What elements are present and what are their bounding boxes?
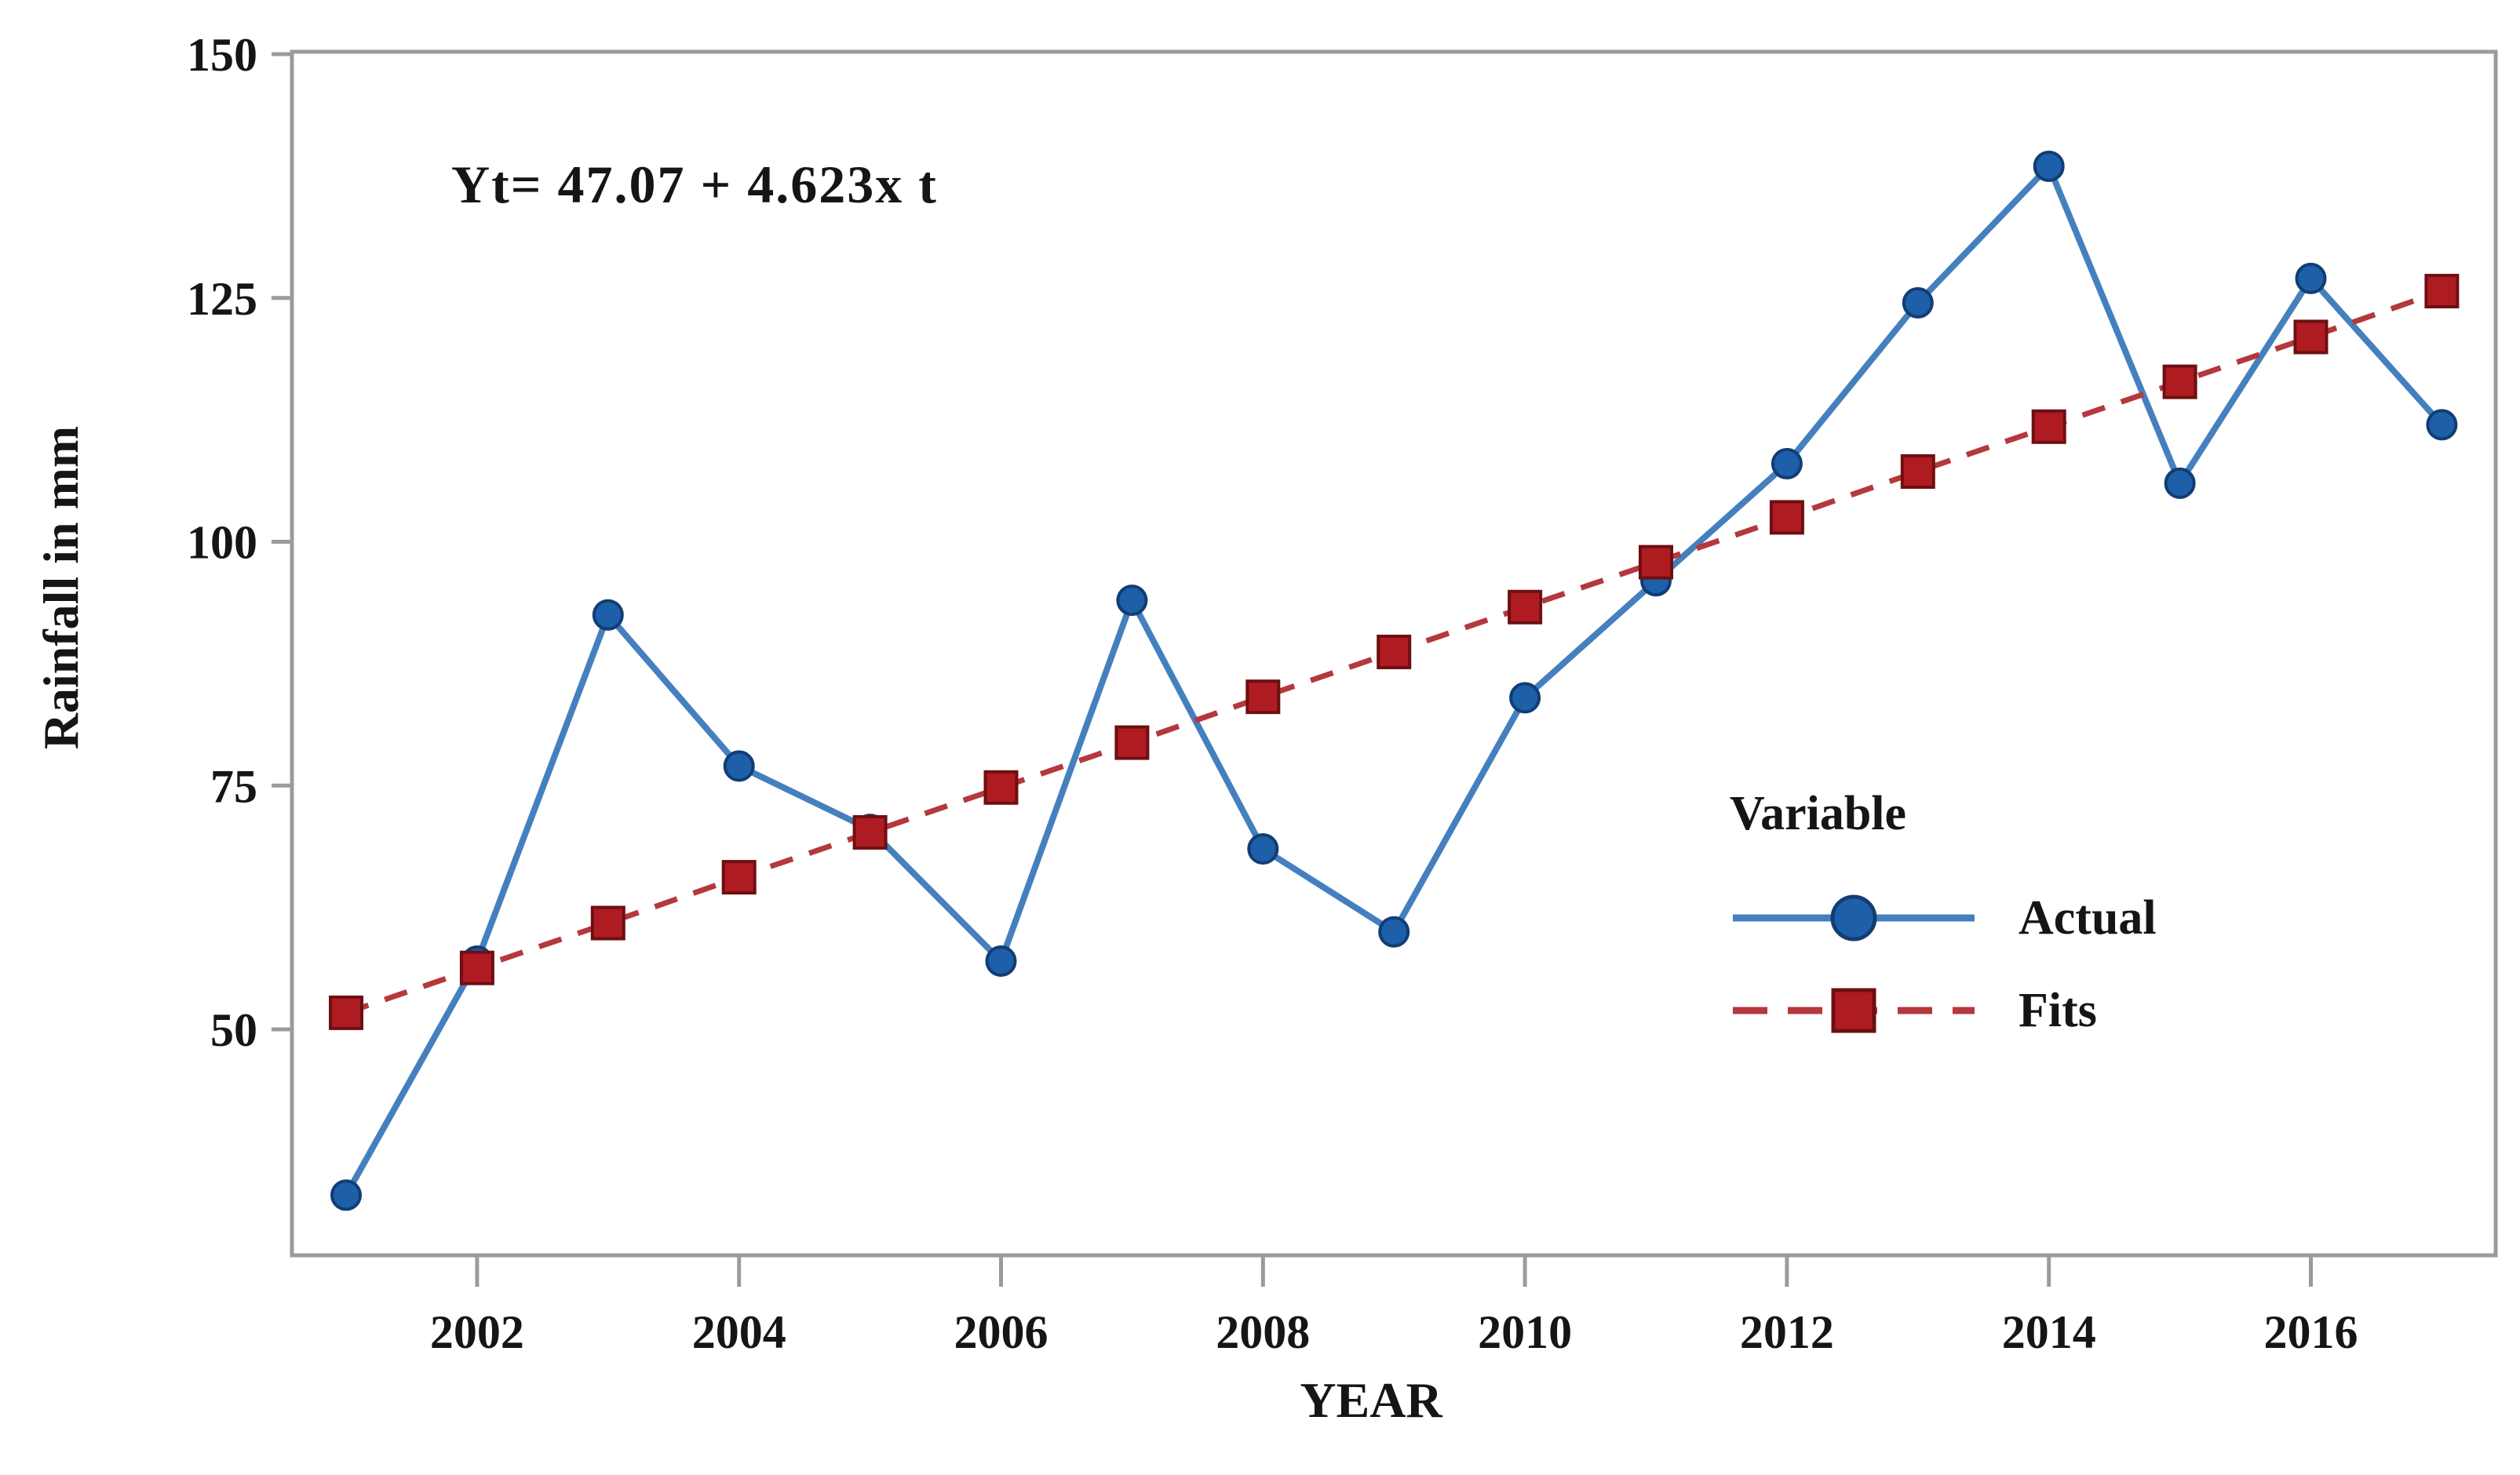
legend-item-fits: Fits [1730, 964, 2157, 1057]
fits-point [2031, 409, 2066, 444]
actual-point [592, 599, 624, 631]
legend-label-fits: Fits [2019, 983, 2097, 1037]
square-marker-icon [1730, 987, 1978, 1034]
actual-point [1509, 682, 1541, 714]
fits-point [590, 905, 625, 941]
actual-point [2033, 150, 2065, 182]
actual-point [985, 945, 1017, 977]
fits-point [459, 950, 494, 985]
fits-point [1114, 725, 1150, 760]
fits-point [1769, 500, 1804, 535]
actual-point [1116, 585, 1148, 617]
actual-point [1771, 448, 1803, 480]
actual-point [1378, 916, 1410, 948]
actual-point [723, 750, 755, 782]
fits-point [329, 995, 363, 1030]
y-tick-label: 125 [187, 273, 257, 325]
trend-equation: Yt= 47.07 + 4.623x t [451, 155, 938, 214]
x-tick-label: 2012 [1740, 1306, 1834, 1358]
fits-point [1508, 589, 1543, 625]
fits-point [983, 770, 1019, 805]
x-tick-label: 2002 [430, 1306, 524, 1358]
x-tick-label: 2014 [2002, 1306, 2096, 1358]
axis-frame [290, 49, 2498, 1258]
y-tick-label: 50 [210, 1004, 257, 1056]
fits-point [1245, 679, 1281, 715]
y-axis-title: Rainfall in mm [33, 425, 89, 750]
legend-label-actual: Actual [2019, 890, 2157, 945]
y-tick-label: 150 [187, 29, 257, 81]
y-tick-label: 100 [187, 517, 257, 569]
actual-point [2295, 262, 2327, 294]
legend-item-actual: Actual [1730, 872, 2157, 964]
x-tick-label: 2010 [1478, 1306, 1572, 1358]
legend-title: Variable [1730, 787, 1907, 840]
fits-point [852, 814, 888, 850]
x-axis-title: YEAR [1300, 1372, 1442, 1428]
fits-point [721, 860, 757, 895]
legend: Variable Actual Fits [1730, 786, 2157, 1057]
y-tick-label: 75 [210, 760, 257, 812]
actual-point [330, 1179, 362, 1211]
x-tick-label: 2008 [1216, 1306, 1310, 1358]
actual-point [1902, 286, 1934, 319]
x-tick-label: 2004 [692, 1306, 786, 1358]
fits-point [2293, 319, 2329, 355]
fits-point [1900, 454, 1935, 490]
actual-point [2164, 467, 2196, 499]
actual-point [1247, 833, 1279, 865]
fits-point [2424, 274, 2460, 309]
fits-point [2162, 364, 2197, 399]
x-tick-label: 2016 [2264, 1306, 2358, 1358]
x-tick-label: 2006 [954, 1306, 1048, 1358]
fits-point [1377, 634, 1412, 669]
actual-point [2426, 409, 2458, 441]
fits-point [1639, 544, 1673, 580]
circle-marker-icon [1730, 894, 1978, 941]
